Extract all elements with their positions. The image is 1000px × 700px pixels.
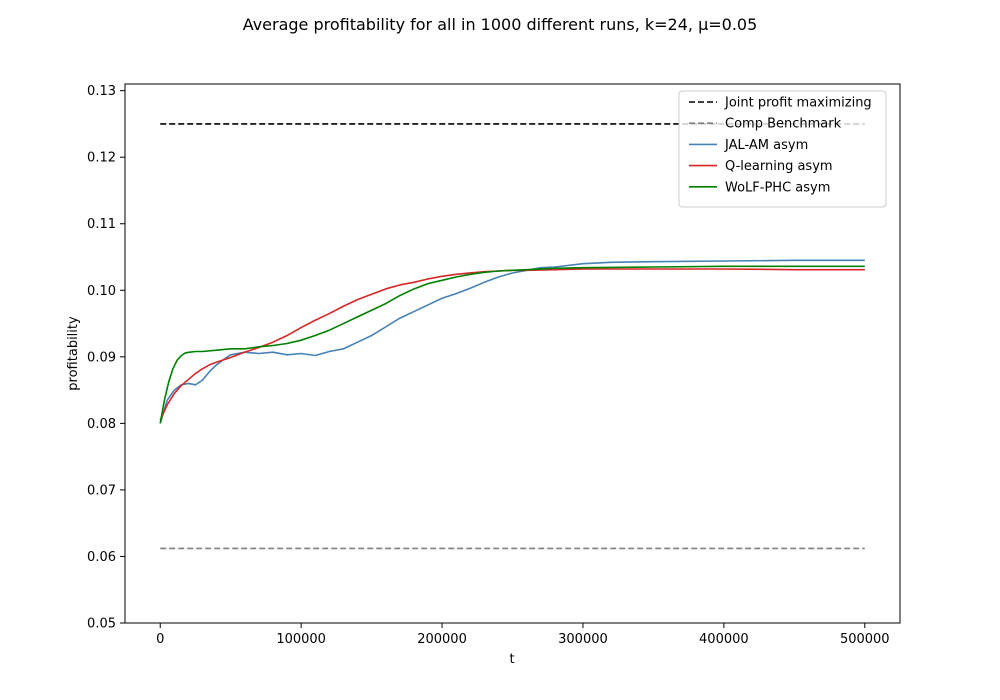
x-tick-label: 100000: [276, 632, 326, 647]
x-tick-label: 300000: [558, 632, 608, 647]
y-tick-label: 0.09: [87, 350, 116, 365]
legend-label: Q-learning asym: [725, 159, 833, 174]
y-tick-label: 0.08: [87, 417, 116, 432]
y-axis-label: profitability: [66, 316, 81, 391]
plot-frame: [124, 83, 901, 624]
y-tick-label: 0.10: [87, 284, 116, 299]
y-tick-label: 0.05: [87, 617, 116, 632]
x-tick-label: 400000: [699, 632, 749, 647]
y-axis: 0.05 0.06 0.07 0.08 0.09 0.10 0.11 0.12 0.13: [87, 84, 125, 632]
legend-label: WoLF-PHC asym: [725, 180, 830, 195]
x-axis: 0 100000 200000 300000 400000 500000: [156, 623, 890, 647]
legend-label: Comp Benchmark: [725, 117, 842, 132]
x-tick-label: 200000: [417, 632, 467, 647]
legend-label: Joint profit maximizing: [724, 96, 872, 111]
y-tick-label: 0.06: [87, 550, 116, 565]
x-tick-label: 500000: [840, 632, 890, 647]
x-axis-label: t: [509, 652, 514, 667]
x-tick-label: 0: [156, 632, 164, 647]
y-tick-label: 0.07: [87, 483, 116, 498]
legend-label: JAL-AM asym: [724, 138, 808, 153]
y-tick-label: 0.12: [87, 151, 116, 166]
series-line-q-learning-asym: [159, 268, 865, 421]
legend: Joint profit maximizing Comp Benchmark JAL…: [678, 90, 887, 208]
series-line-wolf-phc-asym: [159, 265, 865, 424]
legend-box: [678, 90, 887, 208]
y-tick-label: 0.13: [87, 84, 116, 99]
y-tick-label: 0.11: [87, 217, 116, 232]
series-line-jal-am-asym: [159, 259, 865, 424]
chart-title: Average profitability for all in 1000 di…: [243, 15, 758, 34]
